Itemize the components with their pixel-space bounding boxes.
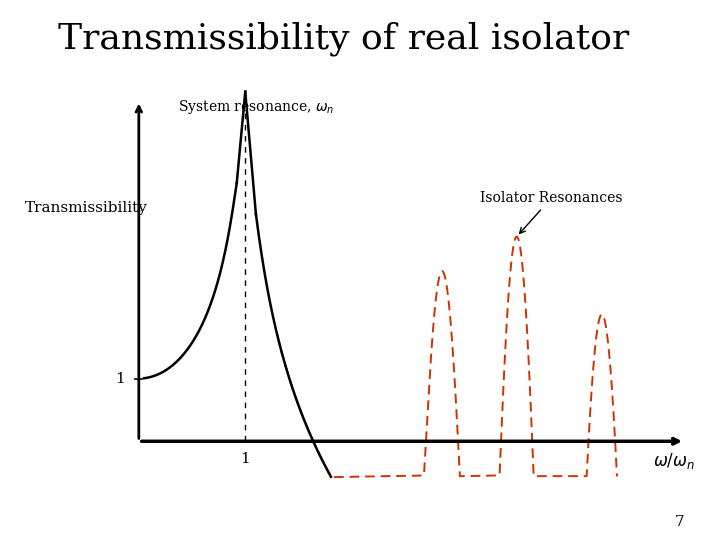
Text: $\omega/\omega_n$: $\omega/\omega_n$ bbox=[654, 451, 696, 471]
Text: 1: 1 bbox=[240, 452, 250, 466]
Text: Isolator Resonances: Isolator Resonances bbox=[480, 191, 623, 233]
Text: System resonance, $\omega_n$: System resonance, $\omega_n$ bbox=[178, 98, 334, 116]
Text: Ideal: Ideal bbox=[0, 539, 1, 540]
Text: Transmissibility of real isolator: Transmissibility of real isolator bbox=[58, 22, 629, 56]
Text: Actual: Actual bbox=[0, 539, 1, 540]
Text: 1: 1 bbox=[115, 372, 125, 386]
Text: Transmissibility: Transmissibility bbox=[24, 201, 148, 215]
Text: 7: 7 bbox=[675, 515, 684, 529]
